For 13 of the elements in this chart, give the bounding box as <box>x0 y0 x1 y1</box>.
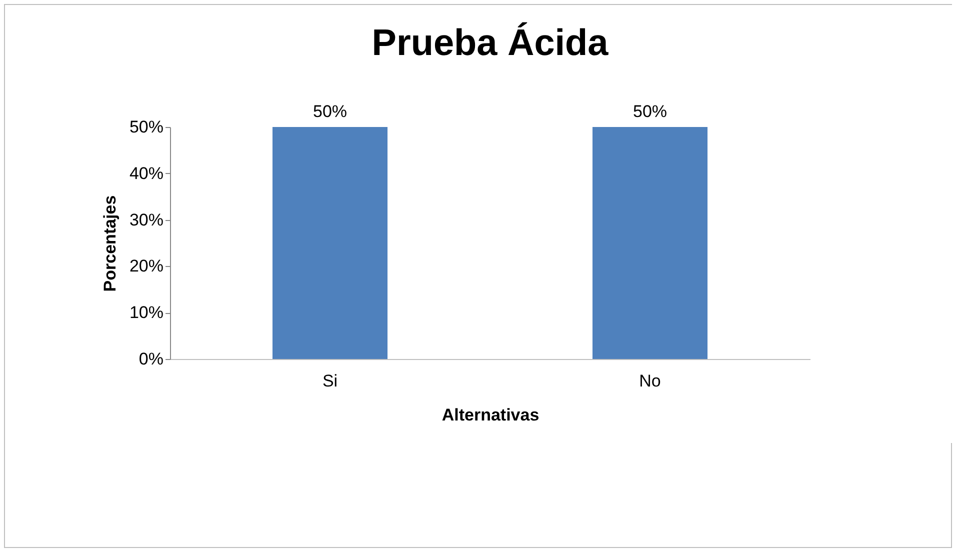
x-tick-label: No <box>639 372 661 390</box>
chart-title: Prueba Ácida <box>372 22 609 63</box>
y-tick-label: 20% <box>129 256 164 276</box>
x-axis-title: Alternativas <box>442 406 540 424</box>
y-tick-label: 30% <box>129 210 164 230</box>
y-tick-label: 0% <box>138 350 164 368</box>
y-tick-label: 10% <box>129 303 164 322</box>
x-tick-label: Si <box>322 372 338 390</box>
y-tick-label: 50% <box>129 118 164 136</box>
data-label: 50% <box>312 102 348 121</box>
data-label: 50% <box>632 102 668 121</box>
y-tick-label: 40% <box>129 164 164 183</box>
y-axis-title: Porcentajes <box>100 195 120 292</box>
